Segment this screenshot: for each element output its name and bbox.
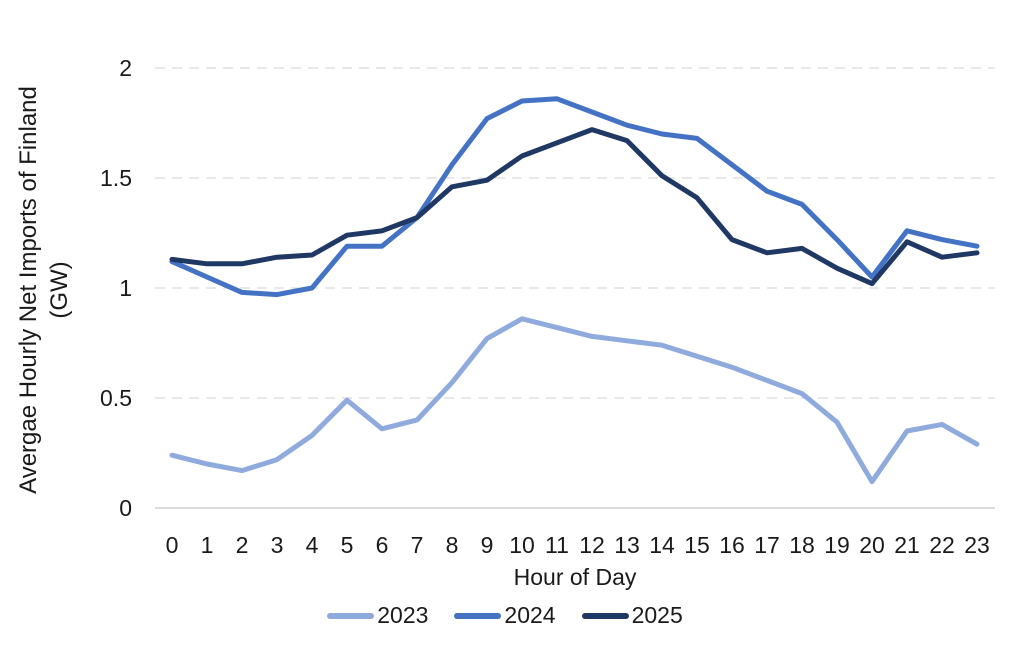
x-tick-label: 4 [305,532,319,558]
x-tick-label: 0 [165,532,179,558]
legend-line-swatch-2024 [454,612,502,619]
legend-label: 2025 [631,602,683,628]
x-tick-label: 18 [789,532,815,558]
legend-line-swatch-2023 [327,612,375,619]
x-tick-label: 2 [235,532,249,558]
x-tick-label: 3 [270,532,284,558]
x-tick-label: 22 [929,532,955,558]
x-axis-title: Hour of Day [513,564,637,590]
x-tick-label: 12 [579,532,605,558]
x-tick-label: 23 [964,532,990,558]
x-tick-label: 7 [410,532,424,558]
x-tick-label: 13 [614,532,640,558]
x-tick-label: 5 [340,532,354,558]
legend-item-2023: 2023 [327,602,428,629]
x-tick-label: 1 [200,532,214,558]
series-line-2023 [169,316,980,485]
x-tick-label: 9 [480,532,494,558]
x-tick-label: 14 [649,532,675,558]
legend-item-2025: 2025 [581,602,683,629]
x-tick-label: 16 [719,532,745,558]
y-axis-title-line2: (GW) [46,261,73,319]
y-tick-label: 0 [119,495,132,521]
legend-label: 2024 [504,602,556,628]
x-tick-label: 17 [754,532,780,558]
legend-label: 2023 [377,602,429,628]
x-tick-label: 20 [859,532,885,558]
y-axis-title-line1: Avergae Hourly Net Imports of Finland [15,86,42,494]
legend-item-2024: 2024 [454,602,556,629]
y-axis-title: Avergae Hourly Net Imports of Finland (G… [13,60,75,520]
y-tick-label: 2 [119,55,132,81]
x-tick-label: 10 [509,532,535,558]
y-tick-label: 0.5 [100,385,132,411]
x-tick-label: 11 [545,532,569,558]
y-tick-label: 1 [119,275,132,301]
legend: 2023 2024 2025 [0,602,1010,629]
x-tick-label: 8 [445,532,459,558]
x-tick-label: 6 [375,532,389,558]
series-line-2025 [169,127,980,287]
series-line-2024 [169,96,980,298]
x-tick-label: 21 [894,532,920,558]
legend-line-swatch-2025 [581,612,629,619]
x-tick-label: 19 [824,532,850,558]
y-tick-label: 1.5 [100,165,132,191]
x-tick-label: 15 [684,532,710,558]
